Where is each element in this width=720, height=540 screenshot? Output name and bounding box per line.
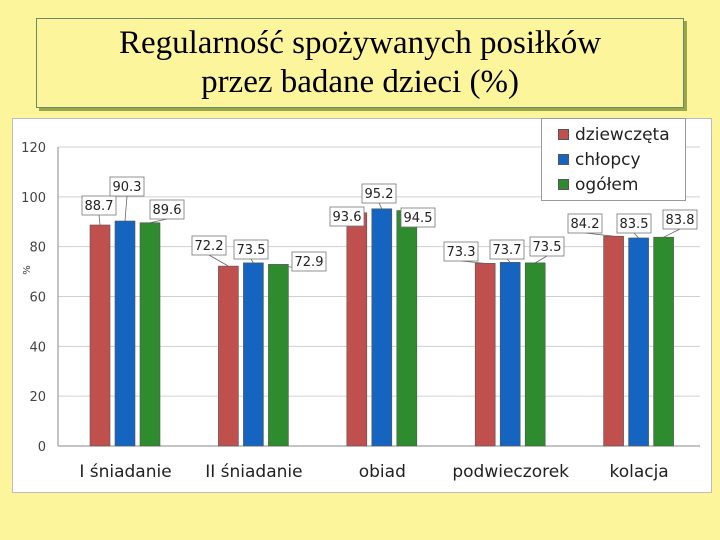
- data-label: 88.7: [85, 199, 114, 214]
- data-label-leader: [378, 202, 383, 209]
- legend-label-total: ogółem: [575, 174, 639, 195]
- y-tick-label: 0: [38, 440, 46, 455]
- bar: [396, 210, 418, 447]
- legend-swatch-total: [558, 179, 569, 190]
- data-label: 90.3: [113, 180, 142, 195]
- data-label-box: [443, 241, 479, 262]
- data-label: 73.5: [533, 240, 562, 255]
- data-label-leader: [663, 228, 681, 238]
- data-label: 83.8: [666, 213, 695, 228]
- data-label-box: [567, 213, 603, 234]
- bar: [243, 262, 264, 447]
- data-label-box: [149, 199, 185, 220]
- bar: [524, 262, 546, 447]
- title-line-2: przez badane dzieci (%): [201, 64, 519, 100]
- data-label-box: [109, 176, 145, 197]
- x-tick-label: kolacja: [609, 462, 668, 482]
- legend-swatch-boys: [558, 154, 569, 165]
- data-label: 89.6: [153, 203, 182, 218]
- data-label-box: [489, 239, 525, 260]
- y-tick-label: 40: [29, 340, 46, 355]
- x-tick-label: I śniadanie: [79, 462, 171, 482]
- y-tick-label: 60: [29, 291, 46, 306]
- data-label: 73.5: [237, 243, 266, 258]
- data-label-box: [329, 206, 365, 227]
- data-label: 73.7: [493, 243, 522, 258]
- bar: [268, 264, 289, 447]
- data-label-box: [616, 213, 652, 234]
- data-label: 73.3: [447, 245, 476, 260]
- x-tick-label: podwieczorek: [452, 462, 569, 482]
- y-tick-label: 120: [21, 141, 46, 156]
- legend-item-total: ogółem: [558, 172, 685, 197]
- y-tick-label: 80: [29, 241, 46, 256]
- legend-item-girls: dziewczęta: [558, 122, 685, 147]
- bar: [218, 265, 239, 447]
- data-label: 94.5: [404, 211, 433, 226]
- y-axis-title: %: [22, 265, 33, 275]
- legend-label-girls: dziewczęta: [575, 124, 670, 145]
- y-tick-label: 20: [29, 390, 46, 405]
- x-tick-label: obiad: [359, 462, 406, 482]
- data-label: 83.5: [620, 217, 649, 232]
- bar: [603, 235, 624, 447]
- data-label-box: [233, 239, 269, 260]
- data-label: 93.6: [333, 210, 362, 225]
- x-tick-label: II śniadanie: [205, 462, 302, 482]
- data-label-leader: [250, 258, 254, 264]
- data-label-box: [662, 209, 698, 230]
- data-label-leader: [124, 195, 128, 222]
- data-label-box: [291, 251, 327, 272]
- data-label: 84.2: [571, 217, 600, 232]
- bar: [653, 236, 674, 447]
- legend-label-boys: chłopcy: [575, 149, 641, 170]
- bar: [89, 224, 111, 447]
- bar: [474, 263, 496, 447]
- data-label: 72.2: [195, 239, 224, 254]
- legend-swatch-girls: [558, 129, 569, 140]
- bar: [371, 208, 393, 447]
- bar: [499, 262, 521, 447]
- data-label-leader: [98, 214, 101, 226]
- bar: [139, 222, 161, 447]
- title-line-1: Regularność spożywanych posiłków: [118, 25, 602, 61]
- data-label-box: [529, 236, 565, 257]
- data-label-box: [361, 183, 397, 204]
- data-label-leader: [208, 254, 229, 267]
- bar: [114, 220, 136, 447]
- data-label-leader: [506, 258, 511, 263]
- bar: [346, 212, 368, 447]
- data-label: 95.2: [365, 187, 394, 202]
- data-label-leader: [633, 232, 639, 239]
- y-tick-label: 100: [21, 191, 46, 206]
- chart-legend: dziewczęta chłopcy ogółem: [541, 118, 686, 201]
- data-label-box: [400, 207, 436, 228]
- data-label-leader: [584, 232, 614, 237]
- data-label-leader: [534, 255, 548, 264]
- data-label-box: [81, 195, 117, 216]
- bar: [628, 237, 649, 447]
- data-label-leader: [149, 218, 168, 224]
- legend-item-boys: chłopcy: [558, 147, 685, 172]
- data-label: 72.9: [295, 255, 324, 270]
- data-label-box: [191, 235, 227, 256]
- title-box: Regularność spożywanych posiłków przez b…: [36, 18, 684, 108]
